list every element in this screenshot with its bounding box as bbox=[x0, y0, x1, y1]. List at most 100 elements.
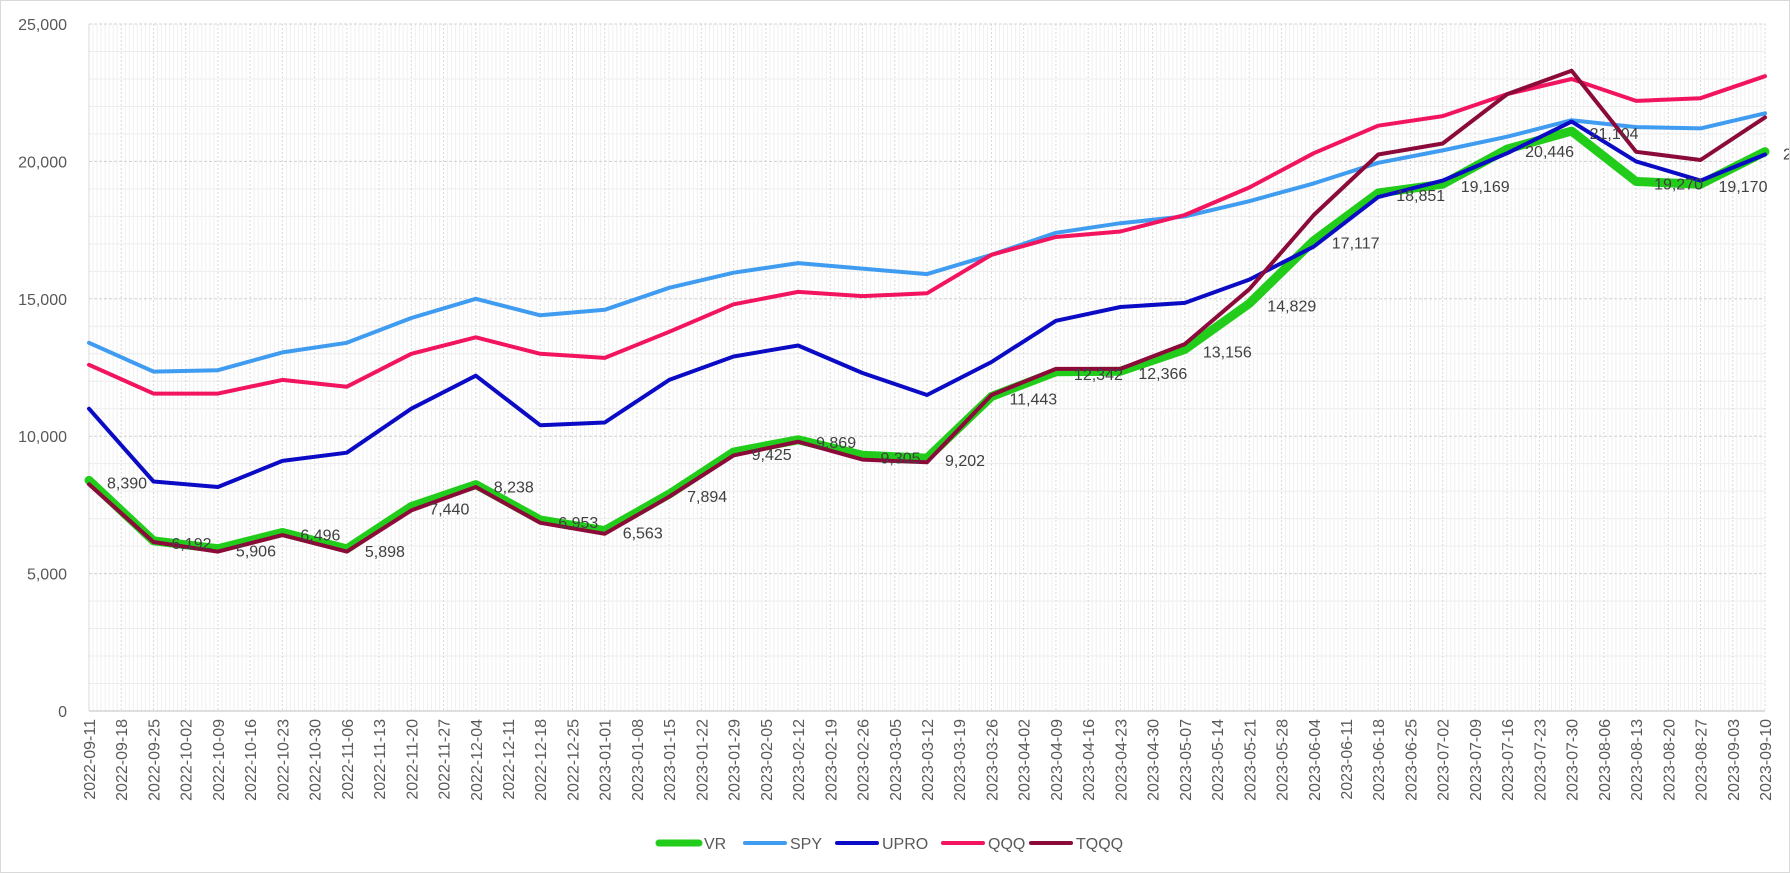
y-tick-label: 25,000 bbox=[18, 17, 67, 34]
x-tick-label: 2023-06-04 bbox=[1307, 719, 1324, 801]
data-label-vr: 5,898 bbox=[365, 544, 405, 561]
data-label-vr: 17,117 bbox=[1332, 236, 1380, 253]
legend-label-tqqq: TQQQ bbox=[1076, 836, 1123, 853]
data-label-vr: 9,202 bbox=[945, 453, 985, 470]
x-tick-label: 2022-12-18 bbox=[533, 719, 550, 801]
x-tick-label: 2022-10-23 bbox=[275, 719, 292, 801]
x-tick-label: 2023-06-25 bbox=[1403, 719, 1420, 801]
x-tick-label: 2022-12-11 bbox=[501, 719, 518, 800]
x-tick-label: 2023-05-14 bbox=[1210, 719, 1227, 801]
y-tick-label: 15,000 bbox=[18, 292, 67, 309]
data-labels: 8,390 6,192 5,906 6,496 5,898 7,440 8,238 6,953… bbox=[107, 126, 1789, 561]
data-label-vr: 9,425 bbox=[752, 447, 792, 464]
x-tick-label: 2023-03-12 bbox=[920, 719, 937, 801]
x-tick-label: 2023-07-16 bbox=[1500, 719, 1517, 801]
x-tick-label: 2022-10-16 bbox=[243, 719, 260, 801]
data-label-vr: 7,440 bbox=[429, 502, 469, 519]
data-label-vr: 6,192 bbox=[171, 536, 211, 553]
data-label-vr: 8,390 bbox=[107, 475, 147, 492]
x-tick-label: 2023-08-06 bbox=[1597, 719, 1614, 801]
x-tick-label: 2022-09-18 bbox=[114, 719, 131, 801]
x-tick-label: 2023-01-15 bbox=[662, 719, 679, 801]
x-tick-label: 2022-11-13 bbox=[372, 719, 389, 800]
data-label-vr: 19,169 bbox=[1461, 179, 1510, 196]
data-label-vr: 11,443 bbox=[1009, 392, 1057, 409]
minor-gridlines bbox=[89, 24, 1765, 711]
y-axis-tick-labels: 0 5,000 10,000 15,000 20,000 25,000 bbox=[18, 17, 67, 721]
y-tick-label: 5,000 bbox=[27, 567, 67, 584]
data-label-vr: 19,170 bbox=[1719, 179, 1768, 196]
x-tick-label: 2023-08-13 bbox=[1629, 719, 1646, 801]
data-label-vr: 7,894 bbox=[687, 489, 727, 506]
data-label-vr: 5,906 bbox=[236, 544, 276, 561]
x-tick-label: 2023-02-12 bbox=[791, 719, 808, 801]
x-tick-label: 2023-03-19 bbox=[952, 719, 969, 801]
legend-label-qqq: QQQ bbox=[988, 836, 1025, 853]
legend-label-spy: SPY bbox=[790, 836, 822, 853]
x-tick-label: 2022-11-27 bbox=[437, 719, 454, 800]
legend-label-vr: VR bbox=[704, 836, 726, 853]
x-tick-label: 2023-01-01 bbox=[598, 719, 615, 801]
data-label-vr: 6,496 bbox=[300, 527, 340, 544]
major-gridlines bbox=[88, 23, 1766, 711]
x-tick-label: 2023-05-28 bbox=[1275, 719, 1292, 801]
x-tick-label: 2023-06-18 bbox=[1371, 719, 1388, 801]
x-tick-label: 2023-04-02 bbox=[1017, 719, 1034, 801]
x-tick-label: 2023-07-09 bbox=[1468, 719, 1485, 801]
x-tick-label: 2022-10-02 bbox=[179, 719, 196, 801]
x-tick-label: 2023-04-30 bbox=[1146, 719, 1163, 801]
x-tick-label: 2023-07-23 bbox=[1532, 719, 1549, 801]
x-tick-label: 2023-06-11 bbox=[1339, 719, 1356, 800]
data-label-vr: 9,869 bbox=[816, 435, 856, 452]
y-tick-label: 0 bbox=[58, 704, 67, 721]
x-tick-label: 2023-04-16 bbox=[1081, 719, 1098, 801]
x-tick-label: 2023-07-30 bbox=[1565, 719, 1582, 801]
legend-label-upro: UPRO bbox=[882, 836, 928, 853]
data-label-vr: 14,829 bbox=[1267, 298, 1316, 315]
x-tick-label: 2023-01-08 bbox=[630, 719, 647, 801]
data-label-vr: 12,366 bbox=[1138, 366, 1187, 383]
x-tick-label: 2023-03-26 bbox=[984, 719, 1001, 801]
x-tick-label: 2023-05-21 bbox=[1242, 719, 1259, 801]
x-tick-label: 2023-02-05 bbox=[759, 719, 776, 801]
series-line-upro bbox=[87, 119, 1767, 489]
data-label-vr: 8,238 bbox=[494, 480, 534, 497]
data-label-vr: 18,851 bbox=[1396, 188, 1445, 205]
x-tick-label: 2023-02-26 bbox=[856, 719, 873, 801]
x-tick-label: 2022-11-20 bbox=[404, 719, 421, 800]
x-tick-label: 2022-10-30 bbox=[308, 719, 325, 801]
y-tick-label: 10,000 bbox=[18, 429, 67, 446]
x-tick-label: 2022-12-04 bbox=[469, 719, 486, 801]
data-label-vr: 6,563 bbox=[623, 526, 663, 543]
data-label-vr: 20,354 bbox=[1783, 147, 1789, 164]
data-label-vr: 21,104 bbox=[1590, 126, 1639, 143]
data-label-vr: 12,342 bbox=[1074, 367, 1123, 384]
x-tick-label: 2023-08-27 bbox=[1694, 719, 1711, 801]
series-lines bbox=[84, 68, 1770, 554]
x-tick-label: 2022-09-11 bbox=[82, 719, 99, 800]
data-label-vr: 9,305 bbox=[881, 450, 921, 467]
x-tick-label: 2023-07-02 bbox=[1436, 719, 1453, 801]
legend: VR SPY UPRO QQQ TQQQ bbox=[655, 836, 1123, 853]
series-line-spy bbox=[87, 111, 1767, 374]
data-label-vr: 6,953 bbox=[558, 515, 598, 532]
x-tick-label: 2023-02-19 bbox=[823, 719, 840, 801]
x-tick-label: 2022-12-25 bbox=[565, 719, 582, 801]
data-label-vr: 20,446 bbox=[1525, 144, 1574, 161]
data-label-vr: 13,156 bbox=[1203, 344, 1252, 361]
x-axis-tick-labels: 2022-09-11 2022-09-18 2022-09-25 2022-10-02… bbox=[82, 719, 1775, 801]
series-line-qqq bbox=[87, 74, 1767, 396]
x-tick-label: 2023-01-22 bbox=[694, 719, 711, 801]
x-tick-label: 2022-10-09 bbox=[211, 719, 228, 801]
x-tick-label: 2022-11-06 bbox=[340, 719, 357, 800]
x-tick-label: 2023-09-10 bbox=[1758, 719, 1775, 801]
x-tick-label: 2023-04-23 bbox=[1113, 719, 1130, 801]
x-tick-label: 2023-08-20 bbox=[1661, 719, 1678, 801]
x-tick-label: 2023-09-03 bbox=[1726, 719, 1743, 801]
x-tick-label: 2022-09-25 bbox=[146, 719, 163, 801]
series-line-tqqq bbox=[87, 68, 1767, 554]
x-tick-label: 2023-01-29 bbox=[727, 719, 744, 801]
x-tick-label: 2023-04-09 bbox=[1049, 719, 1066, 801]
